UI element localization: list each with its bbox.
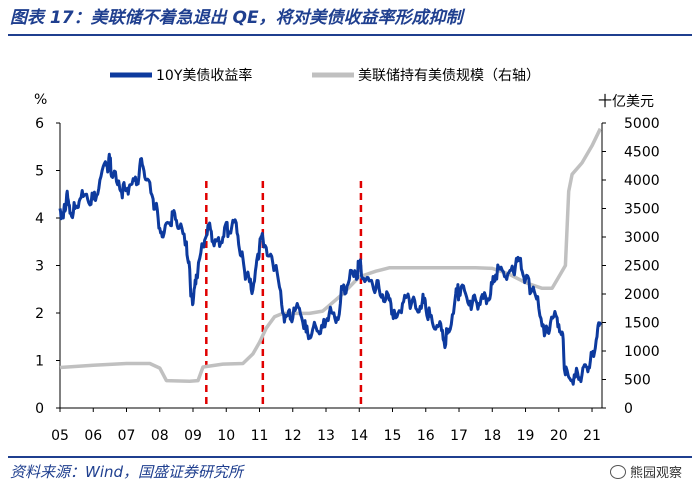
right-tick-label: 3000 <box>624 230 660 246</box>
x-tick-label: 18 <box>483 428 501 444</box>
source-note: 资料来源：Wind，国盛证券研究所 <box>10 463 244 481</box>
x-tick-label: 12 <box>284 428 302 444</box>
left-tick-label: 1 <box>35 354 44 370</box>
chart-legend: 10Y美债收益率 美联储持有美债规模（右轴） <box>110 67 540 84</box>
right-tick-label: 2000 <box>624 287 660 303</box>
x-tick-label: 13 <box>317 428 335 444</box>
footer-divider <box>8 456 692 458</box>
x-tick-label: 14 <box>350 428 368 444</box>
x-tick-label: 17 <box>450 428 468 444</box>
left-tick-label: 5 <box>35 164 44 180</box>
right-tick-label: 5000 <box>624 116 660 132</box>
watermark-label: 熊园观察 <box>629 466 682 481</box>
left-tick-label: 3 <box>35 259 44 275</box>
x-tick-label: 20 <box>550 428 568 444</box>
x-tick-label: 05 <box>51 428 69 444</box>
wechat-icon <box>609 464 626 479</box>
left-axis-unit: % <box>34 92 47 108</box>
right-tick-label: 2500 <box>624 259 660 275</box>
title-divider <box>8 34 692 36</box>
chart-title: 图表 17：美联储不着急退出 QE，将对美债收益率形成抑制 <box>10 8 463 28</box>
right-tick-label: 4000 <box>624 173 660 189</box>
x-tick-label: 15 <box>384 428 402 444</box>
x-tick-label: 19 <box>517 428 535 444</box>
right-tick-label: 1500 <box>624 316 660 332</box>
left-tick-label: 6 <box>35 116 44 132</box>
left-tick-label: 0 <box>35 401 44 417</box>
x-tick-label: 06 <box>84 428 102 444</box>
left-tick-label: 4 <box>35 211 44 227</box>
right-tick-label: 1000 <box>624 344 660 360</box>
x-tick-label: 16 <box>417 428 435 444</box>
right-axis-unit: 十亿美元 <box>598 94 654 110</box>
x-tick-label: 21 <box>583 428 601 444</box>
right-tick-label: 500 <box>624 373 651 389</box>
right-tick-label: 4500 <box>624 145 660 161</box>
left-tick-label: 2 <box>35 306 44 322</box>
x-tick-label: 09 <box>184 428 202 444</box>
legend-label-yield: 10Y美债收益率 <box>156 67 252 84</box>
x-tick-label: 11 <box>251 428 269 444</box>
x-tick-label: 07 <box>118 428 136 444</box>
series-yield-line <box>58 152 602 386</box>
watermark: 熊园观察 <box>609 462 682 481</box>
series-holdings-line <box>59 127 602 383</box>
x-tick-label: 10 <box>217 428 235 444</box>
right-tick-label: 0 <box>624 401 633 417</box>
legend-label-holdings: 美联储持有美债规模（右轴） <box>358 68 540 84</box>
right-tick-label: 3500 <box>624 202 660 218</box>
x-tick-label: 08 <box>151 428 169 444</box>
